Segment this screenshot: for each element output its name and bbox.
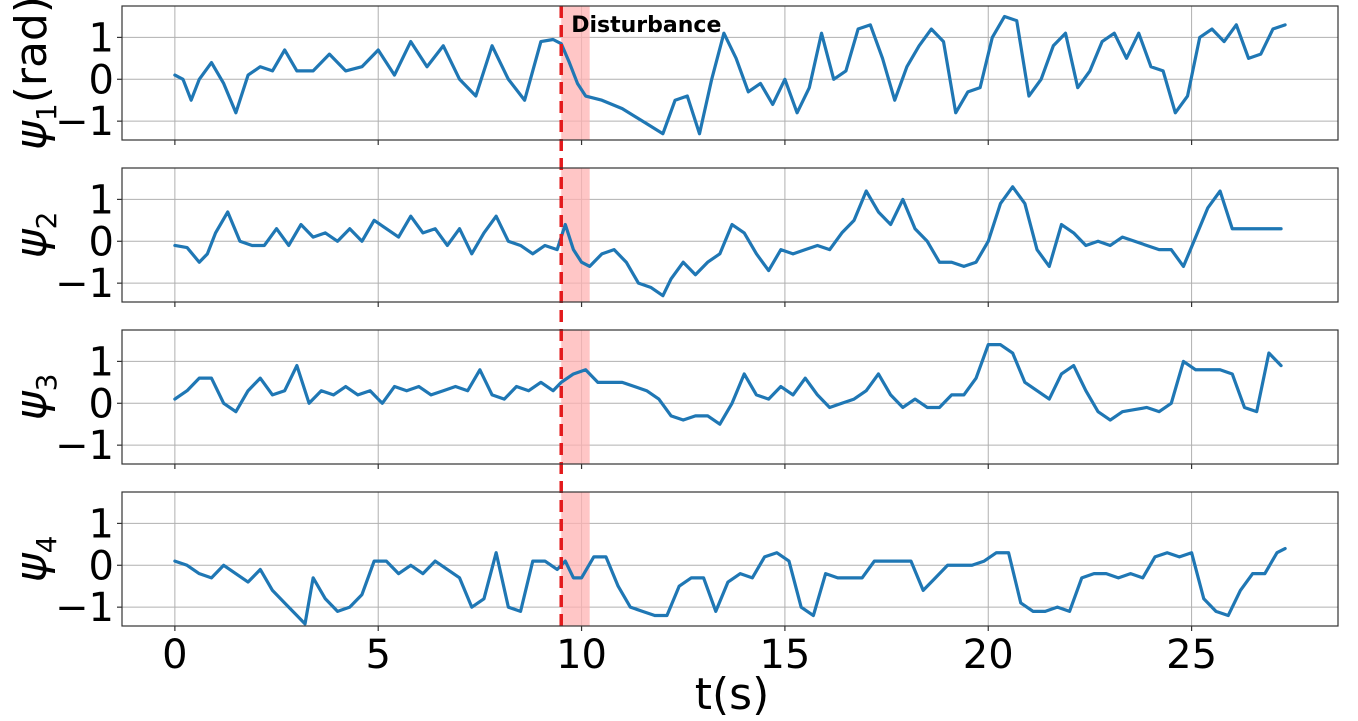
axes-layer xyxy=(117,5,1339,631)
xtick-label-20: 20 xyxy=(963,632,1014,678)
xtick-label-5: 5 xyxy=(365,632,390,678)
panel-2-series-line-psi2 xyxy=(173,185,1283,298)
panel-1-background xyxy=(122,6,1338,140)
x-axis-label: t(s) xyxy=(695,669,770,716)
panel-3-background xyxy=(122,330,1338,464)
panel-4-series-line-psi4 xyxy=(173,546,1287,626)
panel-4-background xyxy=(122,492,1338,626)
panel-4-ytick-label--1: −1 xyxy=(55,585,114,631)
panel-3-ylabel-symbol: ψ xyxy=(6,390,57,420)
panel-2-ylabel-subscript: 2 xyxy=(30,212,63,230)
panel-2-ytick-label-1: 1 xyxy=(89,177,114,223)
text-layer: −101ψ1(rad)−101ψ2−101ψ3−101ψ4Disturbance… xyxy=(6,0,1217,720)
panel-3-ytick-label-0: 0 xyxy=(89,381,114,427)
background-layer xyxy=(122,6,1338,626)
disturbance-label: Disturbance xyxy=(571,13,721,38)
panel-2-ytick-label-0: 0 xyxy=(89,219,114,265)
panel-4-ylabel-subscript: 4 xyxy=(30,536,63,554)
panel-1-ylabel-unit: (rad) xyxy=(6,0,57,103)
panel-4-ylabel-symbol: ψ xyxy=(6,552,57,582)
panel-1-ytick-label-1: 1 xyxy=(89,15,114,61)
panel-4-ylabel: ψ4 xyxy=(6,536,63,583)
xtick-label-0: 0 xyxy=(162,632,187,678)
panel-3-series-line-psi3 xyxy=(173,343,1283,426)
panel-2-frame xyxy=(121,167,1339,303)
panel-2-ytick-label--1: −1 xyxy=(55,261,114,307)
panel-3-ylabel-subscript: 3 xyxy=(30,374,63,392)
series-layer xyxy=(173,14,1287,626)
panel-1-ylabel-symbol: ψ xyxy=(6,120,57,150)
panel-3-ylabel: ψ3 xyxy=(6,374,63,421)
panel-3-frame xyxy=(121,329,1339,465)
panel-2-disturbance-shade xyxy=(561,168,590,302)
panel-3-ytick-label-1: 1 xyxy=(89,339,114,385)
panel-2-ylabel: ψ2 xyxy=(6,212,63,259)
panel-1-ytick-label--1: −1 xyxy=(55,99,114,145)
panel-3-disturbance-shade xyxy=(561,330,590,464)
panel-1-series-line-psi1 xyxy=(173,14,1287,136)
xtick-label-25: 25 xyxy=(1166,632,1217,678)
panel-4-ytick-label-1: 1 xyxy=(89,501,114,547)
disturbance-shade-layer xyxy=(561,6,590,626)
panel-4-frame xyxy=(121,491,1339,627)
panel-1-disturbance-shade xyxy=(561,6,590,140)
panel-3-ytick-label--1: −1 xyxy=(55,423,114,469)
panel-4-ytick-label-0: 0 xyxy=(89,543,114,589)
panel-1-ytick-label-0: 0 xyxy=(89,57,114,103)
panel-1-ylabel-subscript: 1 xyxy=(30,103,63,121)
panel-1-frame xyxy=(121,5,1339,141)
panel-4-disturbance-shade xyxy=(561,492,590,626)
panel-2-ylabel-symbol: ψ xyxy=(6,228,57,258)
xtick-label-10: 10 xyxy=(556,632,607,678)
panel-1-ylabel: ψ1(rad) xyxy=(6,0,63,150)
xtick-label-15: 15 xyxy=(759,632,810,678)
panel-2-background xyxy=(122,168,1338,302)
